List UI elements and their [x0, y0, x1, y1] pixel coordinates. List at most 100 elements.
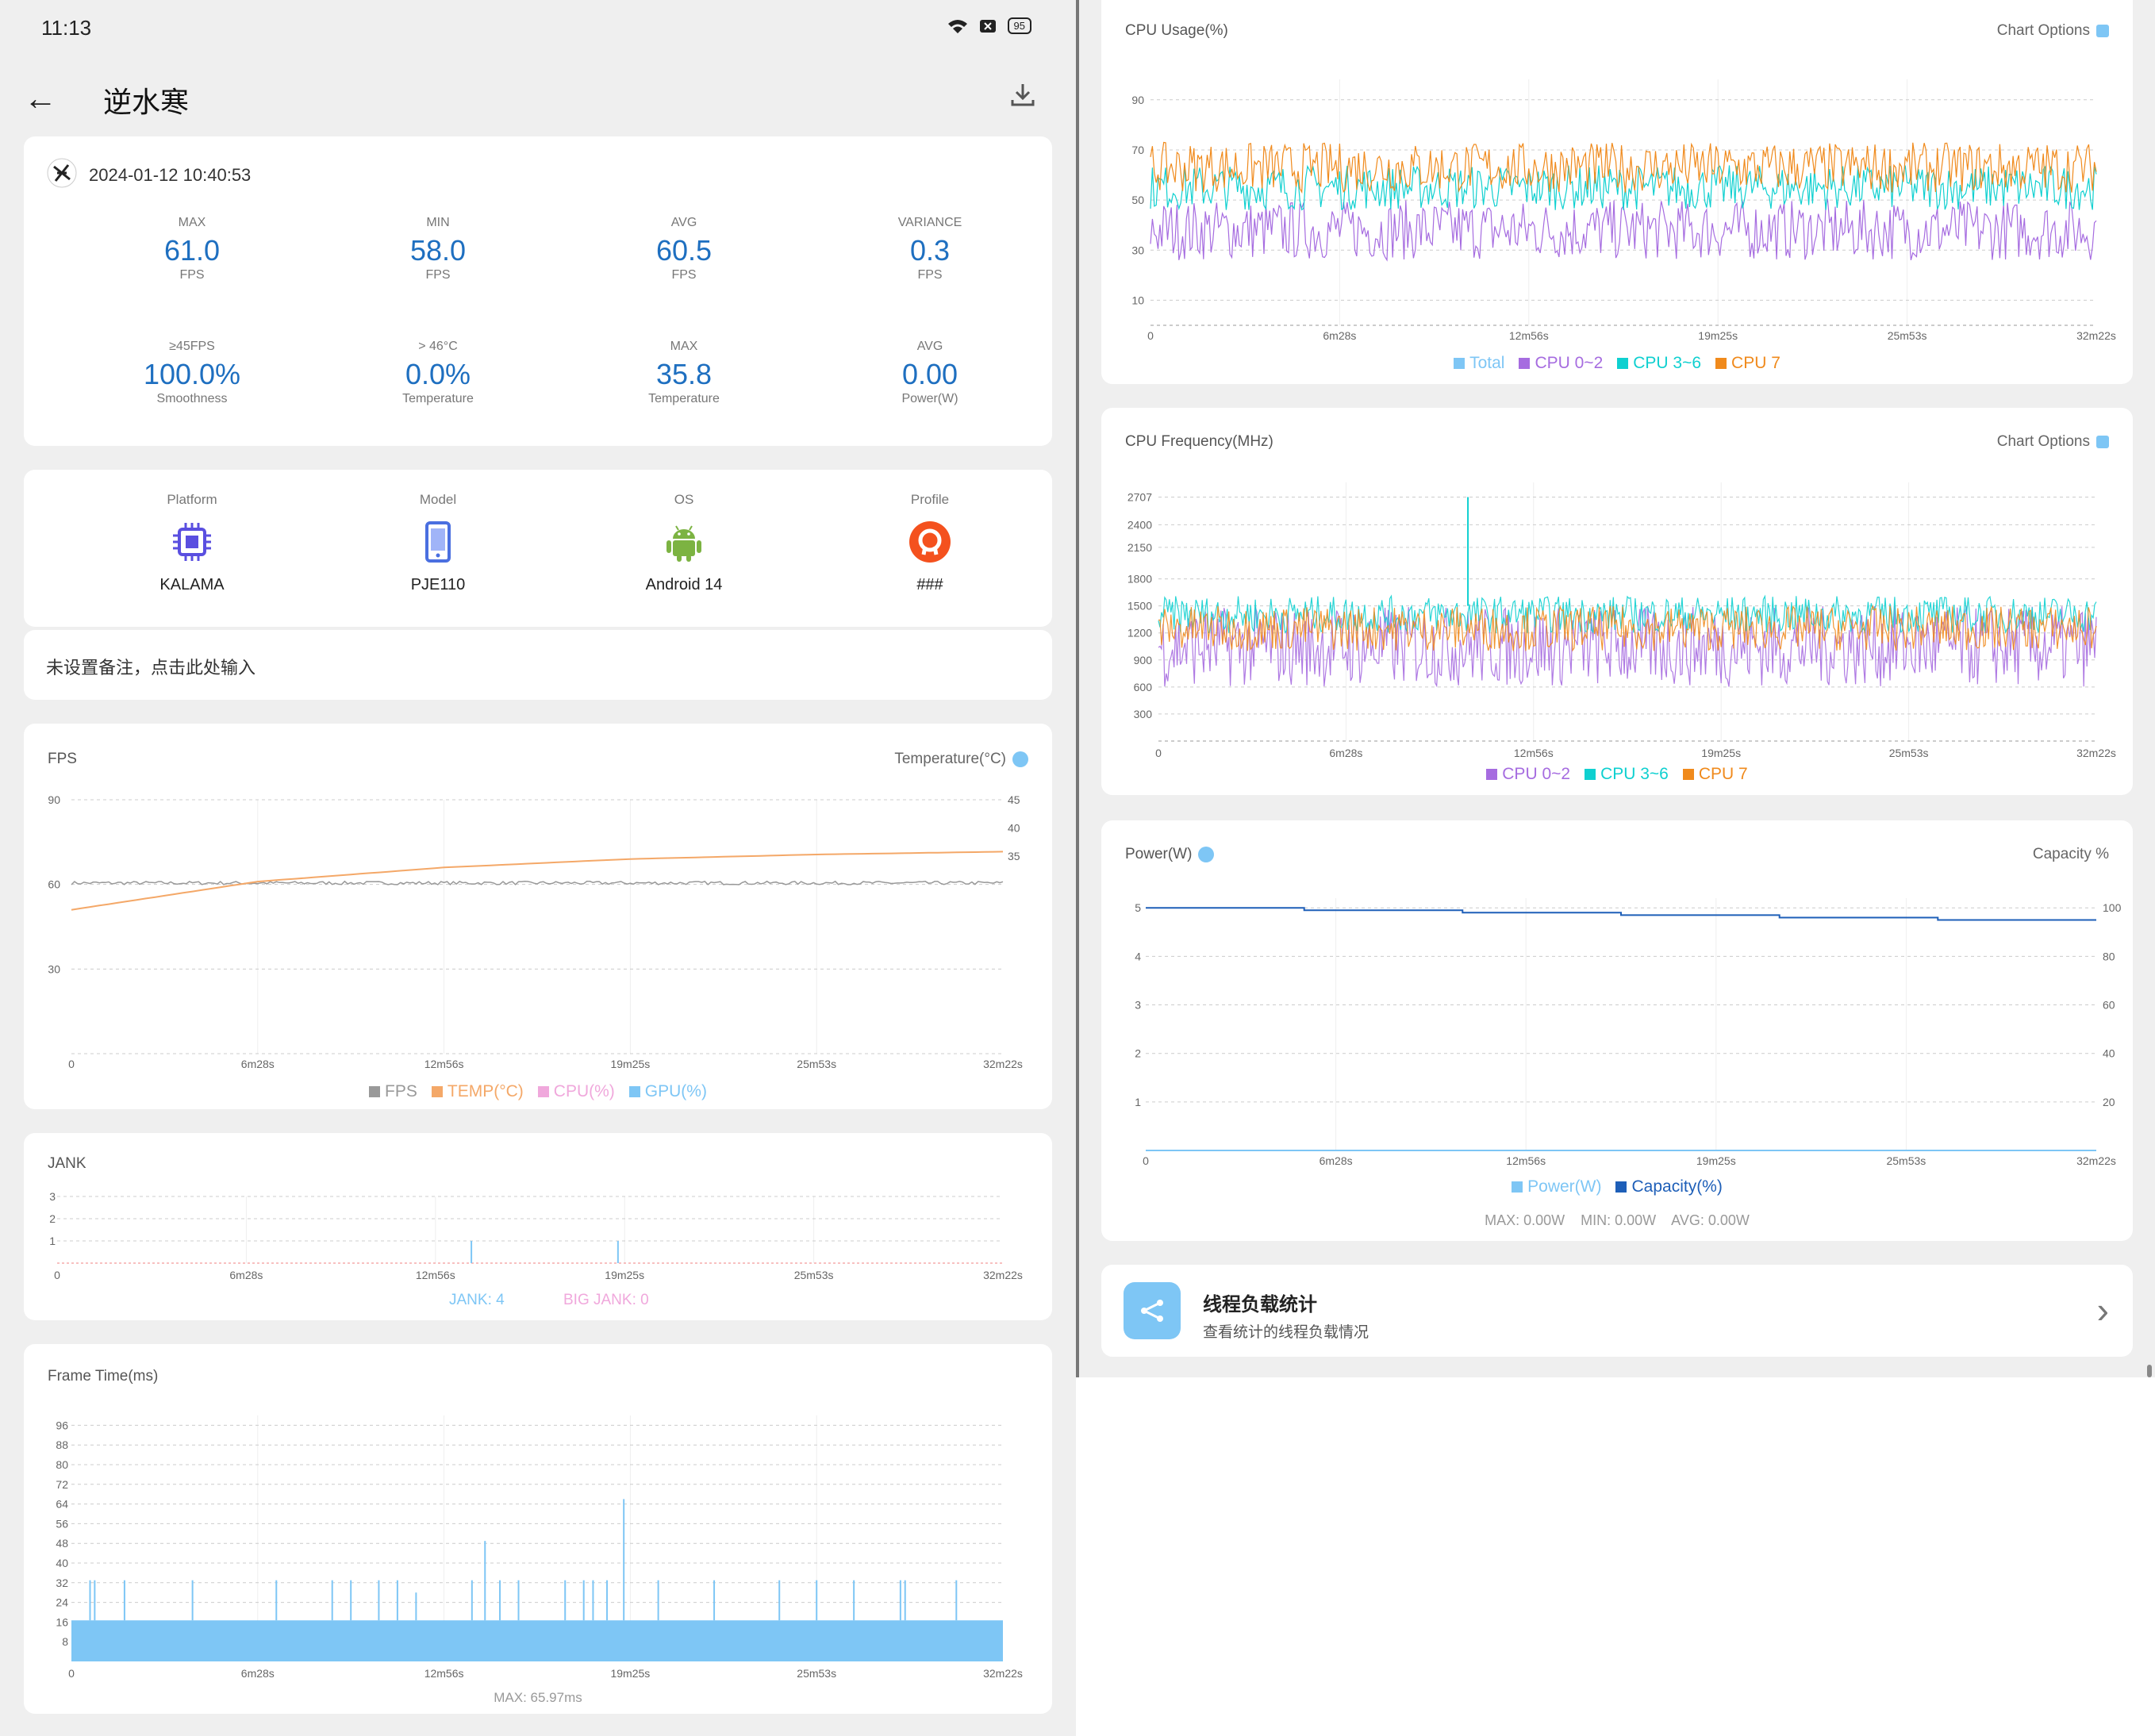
chart-options-label[interactable]: Chart Options: [1996, 433, 2090, 450]
legend-item[interactable]: CPU 7: [1715, 354, 1780, 373]
legend-swatch: [369, 1086, 381, 1097]
y-tick-label: 3: [1135, 999, 1141, 1012]
note-placeholder[interactable]: 未设置备注，点击此处输入: [46, 658, 256, 678]
menu-icon[interactable]: [2096, 25, 2109, 37]
cpu-freq-options[interactable]: Chart Options: [1997, 433, 2109, 451]
x-tick-label: 6m28s: [241, 1667, 275, 1680]
jank-chart-title: JANK: [48, 1155, 86, 1172]
left-pane: 11:13 95 ← 逆水寒 2024-01-12 10:40:53 MAX 6…: [0, 0, 1076, 1736]
cpu-usage-chart: 90 70 50 30 10 0 6m28s 12m56s 19m25s 25m53s 32m22s: [1131, 79, 2116, 342]
legend-item[interactable]: FPS: [369, 1082, 417, 1101]
x-tick-label: 0: [68, 1058, 75, 1070]
freq-series-line: [1158, 605, 2097, 652]
legend-swatch: [1682, 769, 1694, 780]
toggle-icon[interactable]: [1012, 751, 1028, 767]
big-jank-count: BIG JANK: 0: [563, 1292, 649, 1308]
legend-item[interactable]: CPU 3~6: [1617, 354, 1701, 373]
legend-label: CPU 3~6: [1600, 765, 1669, 783]
fps-chart-card: FPS Temperature(°C) 90 60 30 45 40 35 0 6m28s 12…: [24, 724, 1052, 1109]
x-tick-label: 19m25s: [610, 1058, 650, 1070]
chevron-right-icon[interactable]: ›: [2096, 1289, 2109, 1331]
x-tick-label: 0: [68, 1667, 75, 1680]
summary-card: 2024-01-12 10:40:53 MAX 61.0 FPS MIN 58.…: [24, 136, 1052, 446]
fps-chart-legend: FPS TEMP(°C) CPU(%) GPU(%): [24, 1082, 1052, 1101]
fps-chart-title: FPS: [48, 751, 77, 767]
device-value: KALAMA: [159, 576, 225, 593]
y2-tick-label: 40: [1008, 822, 1020, 835]
power-title[interactable]: Power(W): [1125, 846, 1215, 863]
legend-item[interactable]: GPU(%): [628, 1082, 707, 1101]
fps-chart: 90 60 30 45 40 35 0 6m28s 12m56s 19m25s 25m53s 32m2…: [48, 793, 1023, 1070]
frametime-chart: 8 16 24 32 40 48 56 64 72 80 88 96 0 6m28s 12m56s 19m25…: [56, 1415, 1023, 1680]
legend-label: Power(W): [1527, 1177, 1602, 1196]
wifi-icon: [947, 19, 967, 33]
note-card[interactable]: 未设置备注，点击此处输入: [24, 630, 1052, 700]
cpu-usage-options[interactable]: Chart Options: [1997, 22, 2109, 40]
y2-tick-label: 60: [2103, 999, 2115, 1012]
x-tick-label: 32m22s: [2076, 329, 2116, 342]
y-tick-label: 96: [56, 1419, 68, 1431]
legend-label: CPU(%): [553, 1082, 615, 1100]
temperature-axis-title[interactable]: Temperature(°C): [894, 751, 1028, 768]
stat-item: VARIANCE 0.3 FPS: [811, 216, 1049, 282]
capacity-series-line: [1146, 907, 2096, 921]
y-tick-label: 90: [1131, 94, 1144, 106]
legend-item[interactable]: Capacity(%): [1615, 1177, 1723, 1196]
x-tick-label: 6m28s: [1329, 747, 1362, 759]
legend-swatch: [537, 1086, 549, 1097]
freq-series-line: [1158, 605, 2097, 688]
x-tick-label: 19m25s: [1696, 1154, 1736, 1167]
legend-swatch: [1617, 358, 1629, 369]
legend-swatch: [1585, 769, 1596, 780]
x-tick-label: 6m28s: [1323, 329, 1356, 342]
cpu-series-line: [1150, 141, 2097, 194]
legend-item[interactable]: Total: [1454, 354, 1504, 373]
x-tick-label: 0: [54, 1269, 60, 1281]
download-icon[interactable]: [1009, 81, 1036, 108]
toggle-icon[interactable]: [1198, 847, 1215, 862]
device-label: Profile: [910, 492, 950, 507]
frametime-area: [71, 1620, 1003, 1661]
profile-icon: [811, 514, 1049, 570]
legend-item[interactable]: CPU(%): [537, 1082, 615, 1101]
stat-label: > 46°C: [418, 340, 458, 353]
pane-divider[interactable]: [1076, 0, 1079, 1377]
fps-series-line: [71, 880, 1004, 885]
power-title-label: Power(W): [1125, 846, 1193, 862]
y-tick-label: 80: [56, 1458, 68, 1471]
x-tick-label: 32m22s: [983, 1058, 1023, 1070]
temperature-series-line: [71, 851, 1004, 911]
legend-item[interactable]: CPU 3~6: [1585, 765, 1669, 784]
legend-item[interactable]: CPU 0~2: [1519, 354, 1603, 373]
x-tick-label: 12m56s: [1506, 1154, 1546, 1167]
freq-series-line: [1158, 594, 2097, 634]
x-tick-label: 32m22s: [2076, 747, 2116, 759]
legend-item[interactable]: Power(W): [1512, 1177, 1601, 1196]
x-tick-label: 0: [1143, 1154, 1149, 1167]
device-label: Model: [419, 492, 457, 507]
legend-label: GPU(%): [644, 1082, 707, 1100]
scrollbar[interactable]: [2147, 1365, 2152, 1377]
legend-item[interactable]: TEMP(°C): [431, 1082, 524, 1101]
y2-tick-label: 45: [1008, 793, 1020, 806]
device-item: Platform KALAMA: [73, 492, 311, 594]
page-title: 逆水寒: [103, 86, 190, 118]
y-tick-label: 2707: [1127, 491, 1152, 504]
y-tick-label: 56: [56, 1517, 68, 1530]
x-tick-label: 6m28s: [1320, 1154, 1353, 1167]
y-tick-label: 2: [1135, 1047, 1141, 1060]
y-tick-label: 88: [56, 1438, 68, 1451]
legend-item[interactable]: CPU 0~2: [1486, 765, 1570, 784]
y-tick-label: 2150: [1127, 541, 1152, 554]
x-tick-label: 19m25s: [605, 1269, 644, 1281]
legend-item[interactable]: CPU 7: [1682, 765, 1748, 784]
stat-label: ≥45FPS: [169, 340, 215, 353]
stat-value: 60.5: [655, 234, 713, 267]
chart-options-label[interactable]: Chart Options: [1996, 22, 2090, 39]
thread-load-card[interactable]: 线程负载统计 查看统计的线程负载情况 ›: [1101, 1265, 2133, 1357]
jank-chart: 3 2 1 0 6m28s 12m56s 19m25s 25m53s 32m22s: [49, 1190, 1023, 1281]
back-arrow-icon[interactable]: ←: [24, 79, 57, 117]
menu-icon[interactable]: [2096, 436, 2109, 448]
status-icons: 95: [947, 17, 1031, 34]
stat-value: 61.0: [163, 234, 221, 267]
